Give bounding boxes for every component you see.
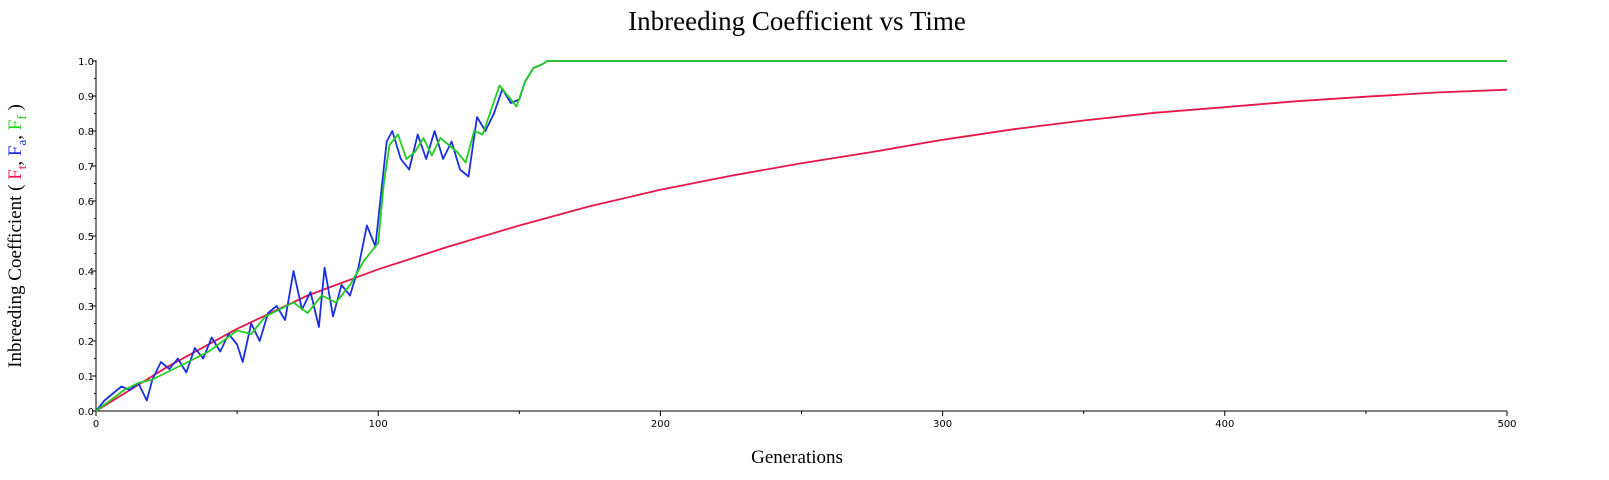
y-axis-label-subscript-a: a — [14, 140, 29, 146]
y-axis-label-subscript-f: f — [14, 115, 29, 120]
x-ticks: 0 100 200 300 400 500 — [93, 411, 1517, 430]
y-axis-label-prefix: Inbreeding Coefficient ( — [5, 180, 26, 368]
x-axis-label: Generations — [751, 447, 843, 468]
series-line-ff — [95, 60, 1507, 412]
y-axis-label-separator: , — [5, 130, 26, 140]
x-tick-label: 200 — [651, 419, 670, 430]
y-tick-label: 0.4 — [78, 267, 94, 278]
y-tick-label: 0.1 — [78, 372, 94, 383]
y-axis-label-separator: , — [5, 156, 26, 166]
series-group — [95, 60, 1508, 412]
axes — [95, 60, 1507, 412]
y-tick-label: 0.8 — [78, 127, 94, 138]
x-tick-label: 300 — [933, 419, 952, 430]
x-tick-label: 400 — [1215, 419, 1234, 430]
y-tick-label: 0.6 — [78, 197, 94, 208]
x-tick-label: 0 — [93, 419, 99, 430]
series-line-ft — [95, 88, 1508, 412]
y-tick-label: 0.0 — [78, 407, 94, 418]
y-axis-label: Inbreeding Coefficient ( Ft, Fa, Ff ) — [5, 104, 29, 368]
y-tick-label: 1.0 — [78, 57, 94, 68]
y-ticks: 0.0 0.1 0.2 0.3 0.4 0.5 0.6 0.7 0.8 0.9 1.0 — [78, 57, 96, 418]
y-axis-label-separator: ) — [5, 104, 26, 115]
x-tick-label: 500 — [1497, 419, 1516, 430]
series-line-fa — [95, 60, 1507, 412]
y-tick-label: 0.9 — [78, 92, 94, 103]
y-tick-label: 0.3 — [78, 302, 94, 313]
y-axis-label-symbol-a: F — [5, 146, 26, 157]
chart-title: Inbreeding Coefficient vs Time — [628, 6, 966, 36]
y-tick-label: 0.2 — [78, 337, 94, 348]
x-tick-label: 100 — [369, 419, 388, 430]
y-axis-label-text: Inbreeding Coefficient ( Ft, Fa, Ff ) — [5, 104, 29, 368]
y-tick-label: 0.5 — [78, 232, 94, 243]
y-tick-label: 0.7 — [78, 162, 94, 173]
y-axis-label-symbol-t: F — [5, 169, 26, 180]
y-axis-label-symbol-f: F — [5, 120, 26, 131]
y-axis-label-subscript-t: t — [14, 165, 29, 169]
